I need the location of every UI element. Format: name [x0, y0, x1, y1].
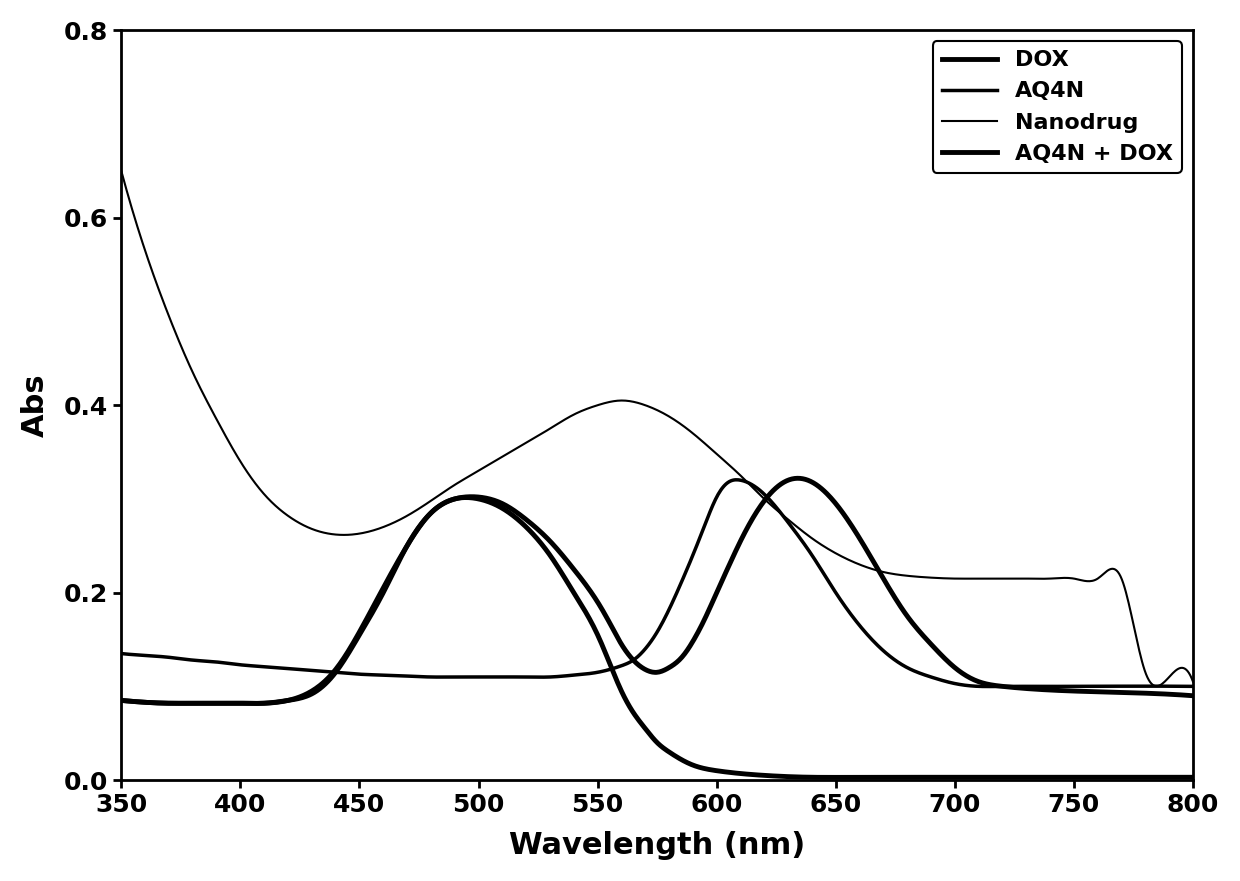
DOX — [822, 772, 837, 782]
X-axis label: Wavelength (nm): Wavelength (nm) — [508, 831, 805, 860]
AQ4N — [928, 673, 942, 684]
AQ4N — [114, 648, 129, 659]
AQ4N — [766, 499, 781, 509]
Line: Nanodrug: Nanodrug — [122, 171, 1193, 686]
AQ4N — [981, 681, 996, 692]
AQ4N — [1039, 681, 1054, 692]
Y-axis label: Abs: Abs — [21, 374, 50, 437]
Nanodrug — [796, 527, 811, 537]
AQ4N + DOX — [929, 645, 944, 655]
AQ4N + DOX — [766, 485, 781, 496]
Line: AQ4N + DOX: AQ4N + DOX — [122, 478, 1193, 703]
DOX — [797, 772, 812, 782]
DOX — [180, 698, 195, 708]
Nanodrug — [737, 473, 751, 484]
AQ4N + DOX — [114, 695, 129, 706]
Nanodrug — [1037, 574, 1052, 584]
Nanodrug — [1185, 677, 1200, 687]
AQ4N — [797, 540, 812, 551]
Nanodrug — [114, 166, 129, 176]
DOX — [929, 772, 944, 782]
DOX — [114, 695, 129, 706]
Line: DOX: DOX — [122, 498, 1193, 777]
Nanodrug — [764, 500, 779, 511]
AQ4N + DOX — [180, 698, 195, 708]
AQ4N — [738, 476, 753, 486]
AQ4N — [180, 655, 195, 665]
DOX — [766, 771, 781, 781]
AQ4N + DOX — [738, 527, 753, 537]
AQ4N + DOX — [790, 473, 805, 484]
AQ4N — [1185, 681, 1200, 692]
DOX — [1039, 772, 1054, 782]
Legend: DOX, AQ4N, Nanodrug, AQ4N + DOX: DOX, AQ4N, Nanodrug, AQ4N + DOX — [932, 41, 1182, 173]
Nanodrug — [926, 573, 941, 583]
DOX — [738, 768, 753, 779]
AQ4N + DOX — [1185, 691, 1200, 701]
Line: AQ4N: AQ4N — [122, 480, 1193, 686]
AQ4N + DOX — [1039, 685, 1054, 695]
DOX — [1185, 772, 1200, 782]
Nanodrug — [180, 354, 195, 365]
AQ4N + DOX — [248, 698, 263, 708]
Nanodrug — [1149, 681, 1164, 692]
AQ4N + DOX — [800, 475, 815, 485]
AQ4N — [729, 475, 744, 485]
DOX — [459, 492, 474, 503]
